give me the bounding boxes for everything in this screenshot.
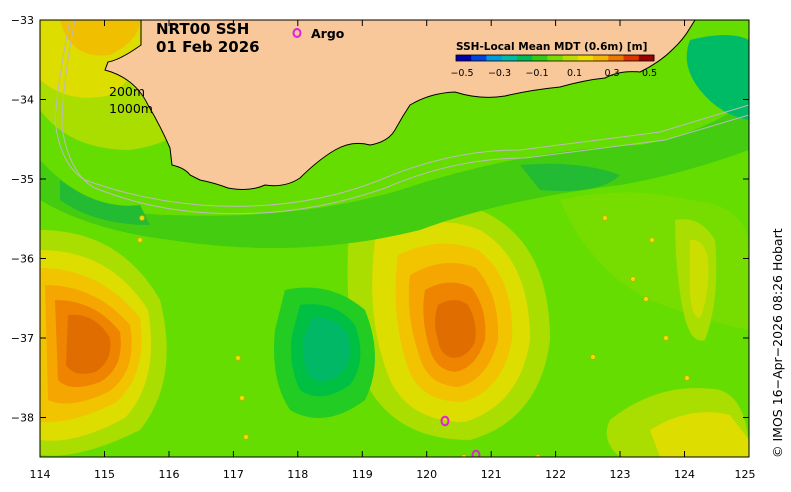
x-tick-label: 120 xyxy=(416,468,437,481)
x-tick-label: 114 xyxy=(30,468,51,481)
map-date: 01 Feb 2026 xyxy=(156,38,260,56)
colorbar-swatch xyxy=(456,55,472,61)
x-tick-label: 122 xyxy=(545,468,566,481)
isobath-200m-label: 200m xyxy=(109,84,145,99)
argo-legend: Argo xyxy=(292,26,345,41)
colorbar-ticks: −0.5 −0.3 −0.1 0.1 0.3 0.5 xyxy=(450,68,657,79)
eastern-features xyxy=(560,192,749,457)
colorbar-tick-label: 0.1 xyxy=(567,68,582,79)
colorbar-tick-label: 0.5 xyxy=(642,68,657,79)
eddy-cyclonic-south xyxy=(274,287,375,418)
data-points xyxy=(137,215,690,457)
x-axis-labels: 114 115 116 117 118 119 120 121 122 123 … xyxy=(30,468,756,481)
isobath-1000m-label: 1000m xyxy=(109,101,153,116)
colorbar-tick-label: −0.1 xyxy=(525,68,548,79)
argo-legend-symbol xyxy=(292,28,302,38)
colorbar-swatch xyxy=(623,55,640,61)
isobaths xyxy=(54,20,749,215)
colorbar-swatches xyxy=(455,54,655,62)
y-tick-label: −36 xyxy=(11,253,34,266)
colorbar-tick-label: −0.3 xyxy=(488,68,511,79)
ssh-field xyxy=(40,20,749,457)
colorbar-swatch xyxy=(638,55,655,61)
x-tick-label: 123 xyxy=(610,468,631,481)
colorbar-swatch xyxy=(593,55,609,61)
colorbar-frame xyxy=(455,54,655,62)
x-tick-label: 124 xyxy=(674,468,695,481)
y-tick-label: −35 xyxy=(11,173,34,186)
copyright-credit: © IMOS 16−Apr−2026 08:26 Hobart xyxy=(770,228,785,458)
colorbar-title: SSH-Local Mean MDT (0.6m) [m] xyxy=(456,41,647,53)
y-tick-label: −37 xyxy=(11,332,34,345)
x-tick-label: 115 xyxy=(94,468,115,481)
x-tick-label: 117 xyxy=(223,468,244,481)
x-tick-label: 118 xyxy=(287,468,308,481)
colorbar-swatch xyxy=(547,55,564,61)
map-title: NRT00 SSH xyxy=(156,20,249,38)
y-axis-labels: −33 −34 −35 −36 −37 −38 xyxy=(11,14,34,425)
colorbar-swatch xyxy=(501,55,518,61)
colorbar-tick-label: −0.5 xyxy=(450,68,473,79)
colorbar-swatch xyxy=(516,55,533,61)
x-tick-label: 121 xyxy=(481,468,502,481)
eddy-central xyxy=(347,202,550,440)
y-tick-label: −38 xyxy=(11,412,34,425)
plot-frame xyxy=(39,19,750,458)
colorbar-swatch xyxy=(577,55,594,61)
colorbar-tick-label: 0.3 xyxy=(604,68,619,79)
y-tick-label: −33 xyxy=(11,14,34,27)
colorbar-swatch xyxy=(471,55,487,61)
argo-legend-label: Argo xyxy=(311,26,345,41)
x-tick-label: 125 xyxy=(735,468,756,481)
colorbar-swatch xyxy=(532,55,548,61)
y-tick-label: −34 xyxy=(11,94,34,107)
x-tick-label: 116 xyxy=(159,468,180,481)
colorbar: SSH-Local Mean MDT (0.6m) [m] −0.5 −0.3 … xyxy=(450,41,657,79)
x-tick-label: 119 xyxy=(352,468,373,481)
colorbar-swatch xyxy=(562,55,579,61)
argo-floats xyxy=(440,415,481,457)
australia-land xyxy=(104,20,696,190)
shelf-lows xyxy=(40,35,749,248)
colorbar-swatch xyxy=(486,55,503,61)
eddy-southwest xyxy=(40,230,167,456)
colorbar-swatch xyxy=(608,55,625,61)
